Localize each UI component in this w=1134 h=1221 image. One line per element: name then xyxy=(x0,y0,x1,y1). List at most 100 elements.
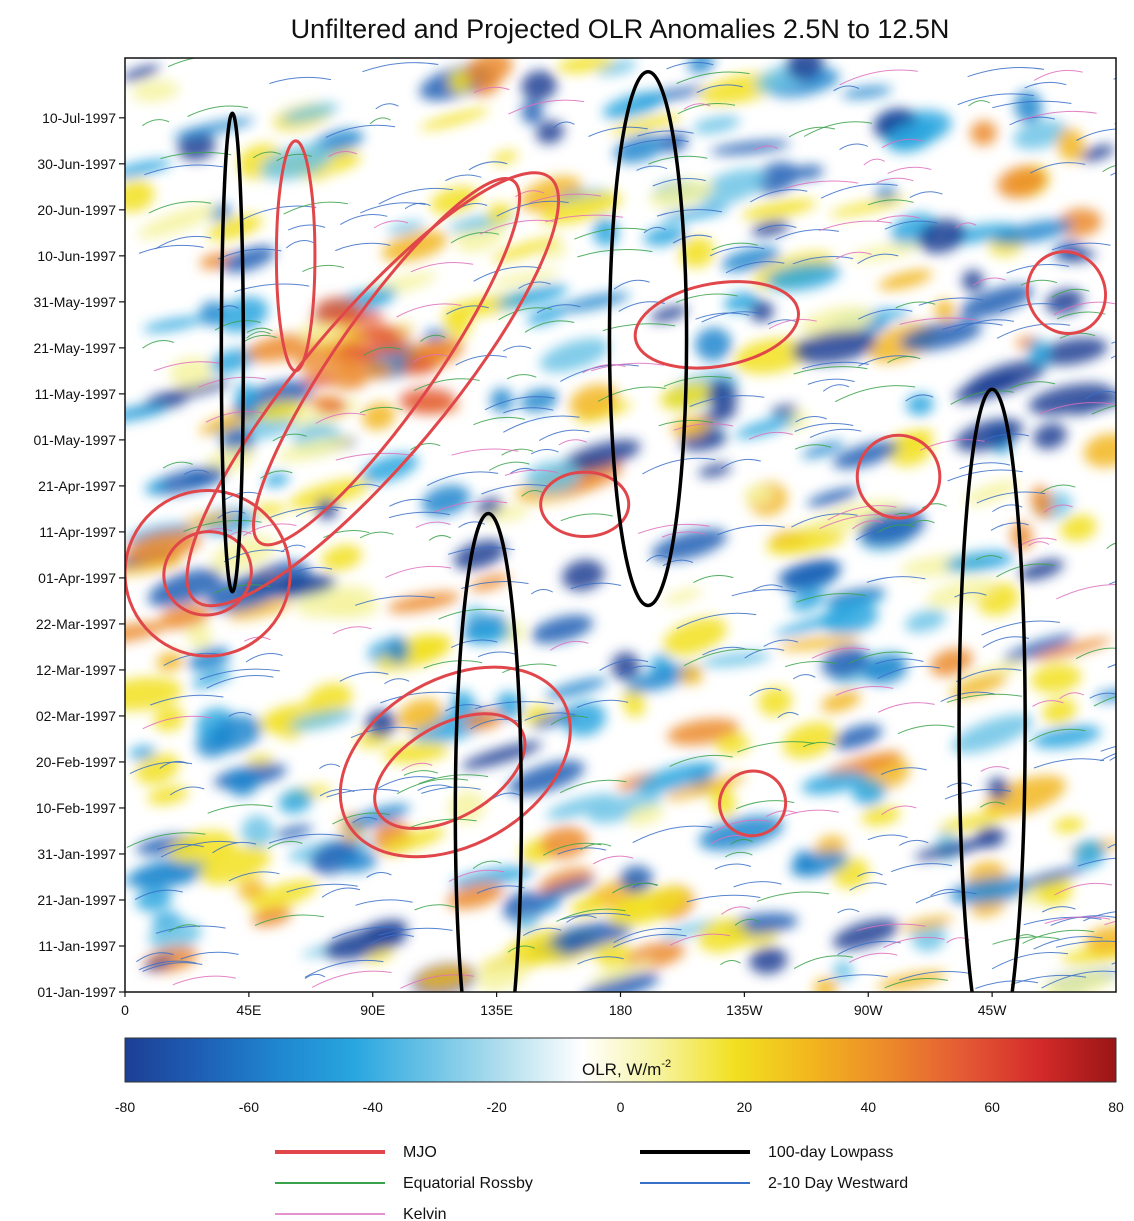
wave-contour-line xyxy=(717,524,785,536)
olr-anomaly-blob xyxy=(131,80,180,102)
wave-contour-line xyxy=(909,191,943,199)
y-tick-label: 22-Mar-1997 xyxy=(36,616,116,632)
wave-contour-line xyxy=(142,715,212,730)
wave-contour-line xyxy=(304,959,384,978)
mjo-contour xyxy=(855,433,942,520)
wave-contour-line xyxy=(396,778,468,795)
colorbar-tick-label: 80 xyxy=(1108,1099,1124,1115)
wave-contour-line xyxy=(661,531,706,538)
wave-contour-line xyxy=(857,871,883,877)
lowpass-contours xyxy=(219,70,1027,992)
wave-contour-line xyxy=(752,584,783,592)
olr-anomaly-blob xyxy=(168,830,236,864)
olr-anomaly-field xyxy=(125,58,1116,992)
wave-contour-line xyxy=(421,786,481,794)
wave-contour-line xyxy=(795,416,827,423)
wave-contour-line xyxy=(446,305,489,315)
wave-contour-line xyxy=(794,444,832,450)
wave-contour-line xyxy=(947,469,1023,482)
wave-contour-line xyxy=(748,431,793,440)
wave-contour-line xyxy=(418,774,489,785)
wave-contour-line xyxy=(763,639,799,647)
wave-contour-line xyxy=(276,153,312,162)
wave-contour-line xyxy=(1075,647,1116,660)
olr-anomaly-blob xyxy=(596,59,637,76)
olr-anomaly-blob xyxy=(143,316,204,333)
wave-contour-line xyxy=(930,888,961,897)
wave-contour-line xyxy=(725,261,785,274)
olr-anomaly-blob xyxy=(938,811,1006,833)
wave-contour-line xyxy=(1032,700,1064,707)
wave-contour-line xyxy=(1100,745,1116,752)
wave-contour-line xyxy=(1107,663,1116,668)
wave-contour-line xyxy=(898,839,929,846)
wave-contour-line xyxy=(157,843,204,850)
olr-anomaly-blob xyxy=(288,709,355,731)
wave-contour-line xyxy=(954,592,987,598)
y-tick-label: 01-Apr-1997 xyxy=(38,570,116,586)
x-tick-label: 135E xyxy=(480,1002,513,1018)
wave-contour-line xyxy=(142,119,170,127)
wave-contour-line xyxy=(711,835,749,845)
olr-anomaly-blob xyxy=(664,774,746,801)
wave-contour-line xyxy=(243,523,297,537)
y-tick-label: 21-Jan-1997 xyxy=(37,892,116,908)
olr-anomaly-blob xyxy=(401,356,437,375)
legend-label: MJO xyxy=(403,1144,437,1161)
olr-anomaly-blob xyxy=(486,203,513,224)
wave-contour-line xyxy=(389,498,432,507)
olr-anomaly-blob xyxy=(476,497,503,516)
wave-contour-line xyxy=(340,214,388,226)
wave-contour-line xyxy=(1053,301,1115,316)
wave-contour-line xyxy=(332,812,391,825)
wave-contour-line xyxy=(887,355,921,364)
wave-contour-line xyxy=(150,694,224,706)
olr-anomaly-blob xyxy=(820,690,861,713)
wave-contour-line xyxy=(243,334,277,343)
colorbar-tick-label: -40 xyxy=(363,1099,383,1115)
olr-anomaly-blob xyxy=(541,191,623,225)
wave-contour-line xyxy=(496,200,569,217)
wave-contour-line xyxy=(285,240,314,249)
wave-contour-line xyxy=(268,833,345,844)
wave-contour-line xyxy=(468,161,508,171)
olr-anomaly-blob xyxy=(1033,423,1067,450)
wave-contour-line xyxy=(836,251,872,260)
wave-contour-line xyxy=(597,386,666,402)
olr-anomaly-blob xyxy=(661,205,730,222)
olr-anomaly-blob xyxy=(697,918,748,953)
olr-anomaly-blob xyxy=(695,327,732,362)
wave-contour-line xyxy=(363,347,401,356)
olr-anomaly-blob xyxy=(917,219,966,254)
wave-contour-line xyxy=(281,566,333,580)
wave-contour-line xyxy=(765,810,798,818)
olr-anomaly-blob xyxy=(526,305,568,326)
mjo-contour xyxy=(633,280,800,370)
olr-anomaly-blob xyxy=(959,284,1034,319)
wave-contour-line xyxy=(817,974,888,983)
olr-anomaly-blob xyxy=(1011,522,1033,551)
y-tick-label: 10-Jun-1997 xyxy=(37,248,116,264)
wave-contour-line xyxy=(955,222,977,229)
wave-contour-line xyxy=(168,924,200,933)
olr-anomaly-blob xyxy=(386,220,425,235)
olr-anomaly-blob xyxy=(807,487,860,507)
wave-contour-line xyxy=(1010,974,1087,986)
lowpass-contour xyxy=(957,387,1027,992)
wave-contour-line xyxy=(643,226,667,234)
wave-contour-line xyxy=(756,891,830,902)
olr-anomaly-blob xyxy=(602,91,667,119)
olr-anomaly-blob xyxy=(188,646,230,672)
wave-contour-line xyxy=(223,549,285,563)
olr-anomaly-blob xyxy=(495,691,523,720)
wave-contour-line xyxy=(975,980,1039,989)
wave-contour-line xyxy=(560,364,639,382)
wave-contour-line xyxy=(331,926,404,939)
wave-contour-line xyxy=(701,311,762,323)
wave-contour-line xyxy=(884,220,938,230)
wave-contour-line xyxy=(362,62,439,73)
wave-contour-line xyxy=(905,394,934,402)
wave-contour-line xyxy=(957,93,1034,106)
olr-anomaly-blob xyxy=(1059,514,1097,542)
olr-anomaly-blob xyxy=(1030,664,1082,693)
